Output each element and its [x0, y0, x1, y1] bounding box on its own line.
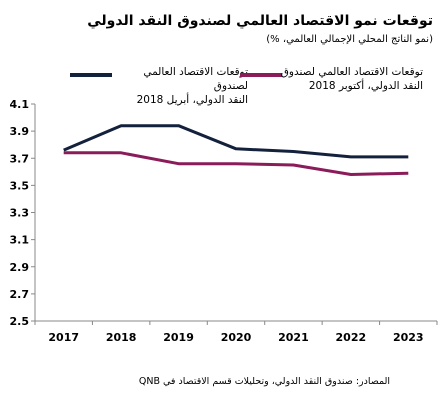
legend-swatch-october [240, 73, 282, 77]
y-tick-label: 3.5 [10, 179, 30, 192]
legend-swatch-april [70, 73, 112, 77]
y-tick-label: 2.9 [10, 261, 30, 274]
y-tick-label: 4.1 [10, 98, 30, 111]
y-tick-label: 3.9 [10, 125, 30, 138]
source-note: المصادر: صندوق النقد الدولي، وتحليلات قس… [138, 376, 390, 387]
y-tick-label: 3.1 [10, 234, 30, 247]
series-line-april-2018 [63, 124, 409, 159]
x-tick-label: 2017 [48, 331, 79, 344]
x-tick-label: 2023 [393, 331, 424, 344]
y-tick-label: 2.5 [10, 315, 30, 328]
x-tick-label: 2018 [106, 331, 137, 344]
x-tick-label: 2022 [336, 331, 367, 344]
x-tick-label: 2019 [163, 331, 194, 344]
x-tick-label: 2020 [221, 331, 252, 344]
series-line-october-2018 [63, 151, 409, 176]
x-tick-label: 2021 [278, 331, 309, 344]
chart-subtitle: (نمو الناتج المحلي الإجمالي العالمي، %) [266, 34, 433, 45]
legend-label-october: توقعات الاقتصاد العالمي لصندوق النقد الد… [280, 66, 423, 92]
y-tick-label: 3.3 [10, 207, 30, 220]
y-tick-label: 2.7 [10, 288, 30, 301]
y-tick-label: 3.7 [10, 152, 30, 165]
chart-title: توقعات نمو الاقتصاد العالمي لصندوق النقد… [87, 13, 433, 29]
legend-label-april: توقعات الاقتصاد العالمي لصندوق النقد الد… [136, 66, 248, 106]
